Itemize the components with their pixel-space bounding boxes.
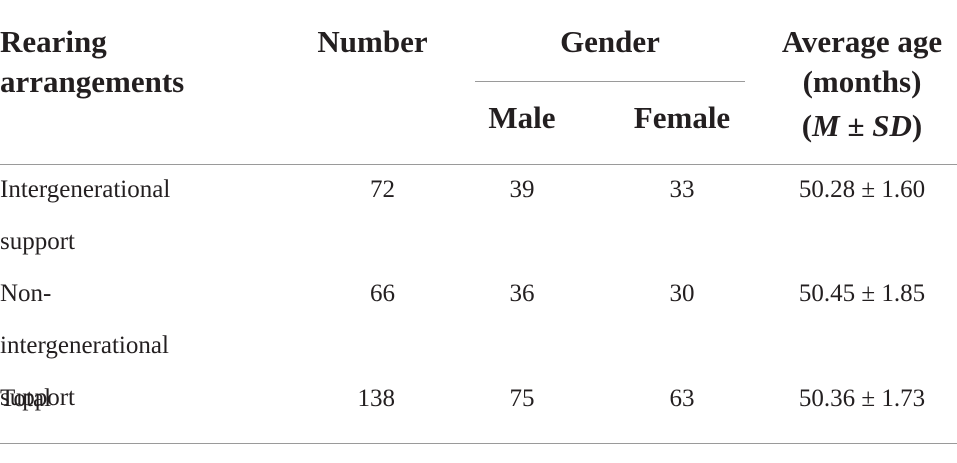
cell-male: 36 [509,280,535,307]
cell-age: 50.28 ± 1.60 [798,176,926,203]
cell-number: 66 [370,280,395,307]
header-age-stat: (M ± SD) [757,106,957,146]
row-label: Total [0,385,52,412]
header-age: Average age (months) [781,24,943,99]
header-female: Female [633,100,731,135]
header-gender: Gender [560,24,660,59]
row-label: Intergenerational support [0,176,171,255]
cell-age: 50.45 ± 1.85 [798,280,926,307]
cell-male: 39 [509,176,535,203]
stat-m: M [812,108,840,143]
pm: ± [847,108,865,143]
cell-female: 30 [669,280,695,307]
bottom-rule [0,443,957,444]
header-rule [0,164,957,165]
header-male: Male [488,100,556,135]
cell-female: 33 [669,176,695,203]
cell-number: 72 [370,176,395,203]
gender-rule [475,81,745,82]
stat-sd: SD [872,108,912,143]
paren: ) [911,108,923,143]
cell-age: 50.36 ± 1.73 [798,385,926,412]
header-rearing: Rearing arrangements [0,24,185,99]
cell-female: 63 [669,385,695,412]
cell-male: 75 [509,385,535,412]
row-label: Non-intergenerational support [0,280,169,411]
cell-number: 138 [357,385,396,412]
header-number: Number [317,24,428,59]
paren: ( [801,108,813,143]
